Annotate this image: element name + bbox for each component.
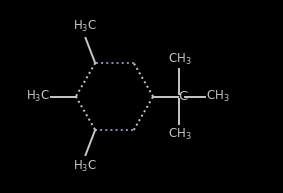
Text: $\mathsf{CH_3}$: $\mathsf{CH_3}$ [168, 126, 191, 141]
Text: $\mathsf{H_3C}$: $\mathsf{H_3C}$ [26, 89, 50, 104]
Text: $\mathsf{CH_3}$: $\mathsf{CH_3}$ [168, 52, 191, 67]
Text: C: C [179, 90, 188, 103]
Text: $\mathsf{CH_3}$: $\mathsf{CH_3}$ [206, 89, 230, 104]
Text: $\mathsf{H_3C}$: $\mathsf{H_3C}$ [74, 19, 98, 34]
Text: $\mathsf{H_3C}$: $\mathsf{H_3C}$ [74, 159, 98, 174]
